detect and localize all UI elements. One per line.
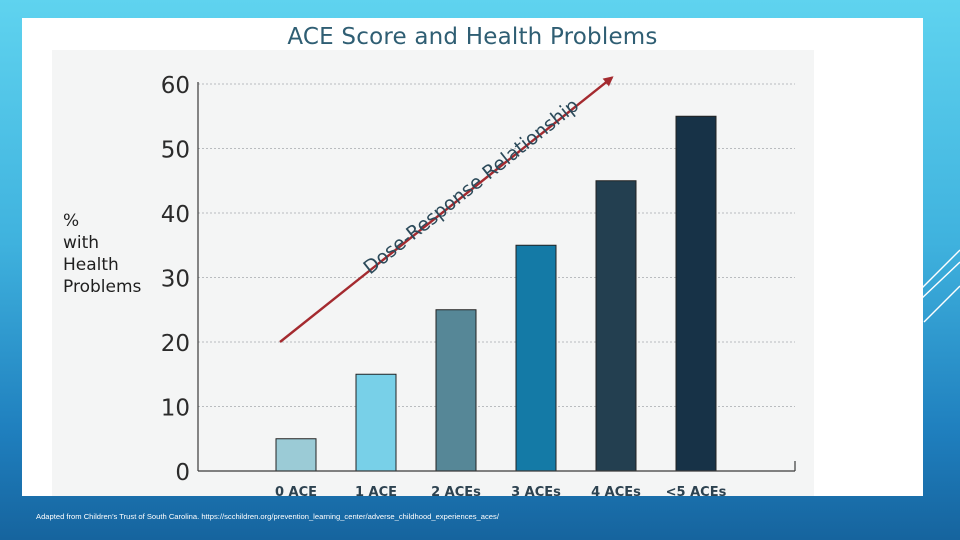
y-tick-label: 60: [161, 73, 190, 99]
y-tick-label: 30: [161, 267, 190, 293]
bar-series: [275, 115, 717, 472]
x-tick-label: 2 ACEs: [431, 485, 481, 500]
y-tick-label: 20: [161, 331, 190, 357]
y-tick-label: 40: [161, 202, 190, 228]
y-axis-label-line: %: [63, 211, 79, 231]
x-tick-label: <5 ACEs: [666, 485, 727, 500]
x-tick-label: 3 ACEs: [511, 485, 561, 500]
y-tick-label: 10: [161, 396, 190, 422]
bar: [275, 438, 317, 472]
bar: [675, 115, 717, 472]
axes: [197, 82, 796, 472]
x-tick-label: 1 ACE: [355, 485, 397, 500]
source-caption: Adapted from Children’s Trust of South C…: [36, 512, 499, 521]
trend-arrow: [279, 76, 614, 343]
y-tick-labels: 0 10 20 30 40 50 60: [161, 73, 190, 486]
x-tick-label: 4 ACEs: [591, 485, 641, 500]
chart-title: ACE Score and Health Problems: [287, 24, 658, 50]
y-axis-label-line: Problems: [63, 277, 142, 297]
y-axis-label-line: Health: [63, 255, 119, 275]
y-tick-label: 0: [175, 460, 190, 486]
bar: [515, 244, 557, 472]
dose-response-annotation: Dose-Response Relationship: [279, 76, 614, 343]
bar: [435, 309, 477, 472]
y-tick-label: 50: [161, 138, 190, 164]
y-axis-label-line: with: [63, 233, 99, 253]
x-tick-labels: 0 ACE 1 ACE 2 ACEs 3 ACEs 4 ACEs <5 ACEs: [275, 485, 727, 500]
x-tick-label: 0 ACE: [275, 485, 317, 500]
bar: [595, 180, 637, 472]
bar: [355, 373, 397, 472]
